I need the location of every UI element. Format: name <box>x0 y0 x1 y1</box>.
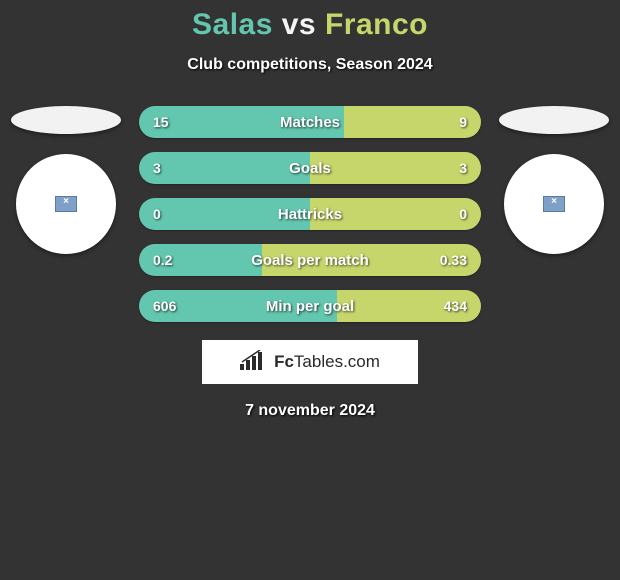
left-player-col <box>11 106 121 254</box>
stat-left-value: 15 <box>153 114 169 130</box>
stat-right-value: 3 <box>459 160 467 176</box>
stat-right-value: 0.33 <box>440 252 467 268</box>
stat-right-value: 0 <box>459 206 467 222</box>
flag-left-icon <box>11 106 121 134</box>
stat-row: 00Hattricks <box>139 198 481 230</box>
fctables-logo-text: FcTables.com <box>274 352 380 372</box>
stat-row: 33Goals <box>139 152 481 184</box>
main-row: 159Matches33Goals00Hattricks0.20.33Goals… <box>0 106 620 322</box>
club-right-badge <box>504 154 604 254</box>
stat-fill-right <box>310 198 481 230</box>
stat-row: 0.20.33Goals per match <box>139 244 481 276</box>
subtitle: Club competitions, Season 2024 <box>0 56 620 74</box>
page-title: Salas vs Franco <box>0 8 620 42</box>
stat-fill-left <box>139 198 310 230</box>
stat-row: 159Matches <box>139 106 481 138</box>
stat-right-value: 434 <box>444 298 467 314</box>
stat-left-value: 606 <box>153 298 176 314</box>
stat-fill-left <box>139 152 310 184</box>
stat-row: 606434Min per goal <box>139 290 481 322</box>
stat-left-value: 0.2 <box>153 252 172 268</box>
title-player2: Franco <box>325 8 428 41</box>
club-left-placeholder-icon <box>55 196 77 212</box>
title-player1: Salas <box>192 8 273 41</box>
club-left-badge <box>16 154 116 254</box>
stat-left-value: 3 <box>153 160 161 176</box>
stat-right-value: 9 <box>459 114 467 130</box>
comparison-card: Salas vs Franco Club competitions, Seaso… <box>0 0 620 420</box>
title-vs: vs <box>282 8 316 41</box>
stats-column: 159Matches33Goals00Hattricks0.20.33Goals… <box>139 106 481 322</box>
date-label: 7 november 2024 <box>0 402 620 420</box>
fctables-logo[interactable]: FcTables.com <box>202 340 418 384</box>
right-player-col <box>499 106 609 254</box>
stat-left-value: 0 <box>153 206 161 222</box>
stat-fill-left <box>139 106 344 138</box>
fctables-logo-icon <box>240 350 268 375</box>
flag-right-icon <box>499 106 609 134</box>
club-right-placeholder-icon <box>543 196 565 212</box>
stat-fill-right <box>310 152 481 184</box>
